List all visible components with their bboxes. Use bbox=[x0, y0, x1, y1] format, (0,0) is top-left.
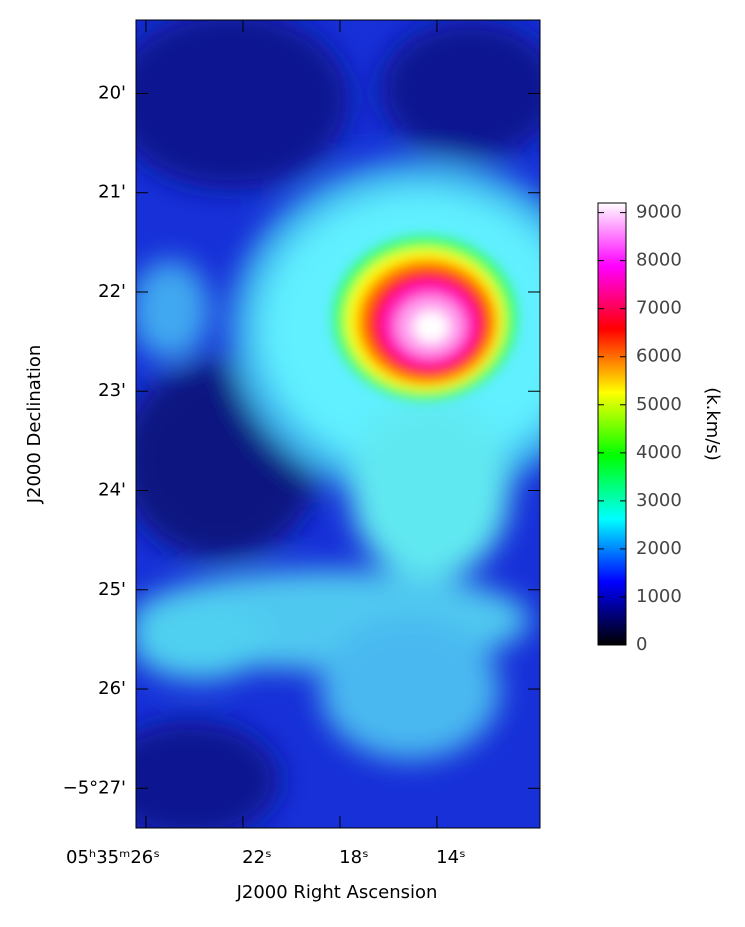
colorbar-tick-label: 2000 bbox=[636, 538, 682, 559]
y-axis-label: J2000 Declination bbox=[24, 345, 45, 505]
colorbar-tick-label: 3000 bbox=[636, 490, 682, 511]
colorbar bbox=[597, 202, 627, 646]
x-tick-label: 05ʰ35ᵐ26ˢ bbox=[66, 847, 160, 868]
y-tick-label: 23' bbox=[98, 380, 126, 401]
x-axis-label: J2000 Right Ascension bbox=[236, 882, 438, 903]
x-tick-label: 18ˢ bbox=[339, 847, 369, 868]
y-tick-label: 24' bbox=[98, 480, 126, 501]
colorbar-tick-label: 1000 bbox=[636, 586, 682, 607]
colorbar-tick-label: 7000 bbox=[636, 298, 682, 319]
colorbar-tick-label: 5000 bbox=[636, 394, 682, 415]
y-tick-label: 22' bbox=[98, 281, 126, 302]
y-tick-label: 26' bbox=[98, 678, 126, 699]
y-tick-label: 21' bbox=[98, 182, 126, 203]
colorbar-tick-label: 4000 bbox=[636, 442, 682, 463]
y-tick-label: 25' bbox=[98, 579, 126, 600]
intensity-map bbox=[136, 20, 540, 828]
colorbar-tick-label: 0 bbox=[636, 634, 647, 655]
frame bbox=[135, 19, 541, 829]
y-tick-label: −5°27' bbox=[63, 777, 126, 798]
colorbar-tick-label: 8000 bbox=[636, 250, 682, 271]
y-tick-label: 20' bbox=[98, 82, 126, 103]
colorbar-tick-label: 9000 bbox=[636, 202, 682, 223]
colorbar-tick-label: 6000 bbox=[636, 346, 682, 367]
x-tick-label: 22ˢ bbox=[242, 847, 272, 868]
colorbar-label: (k.km/s) bbox=[702, 387, 723, 461]
x-tick-label: 14ˢ bbox=[436, 847, 466, 868]
